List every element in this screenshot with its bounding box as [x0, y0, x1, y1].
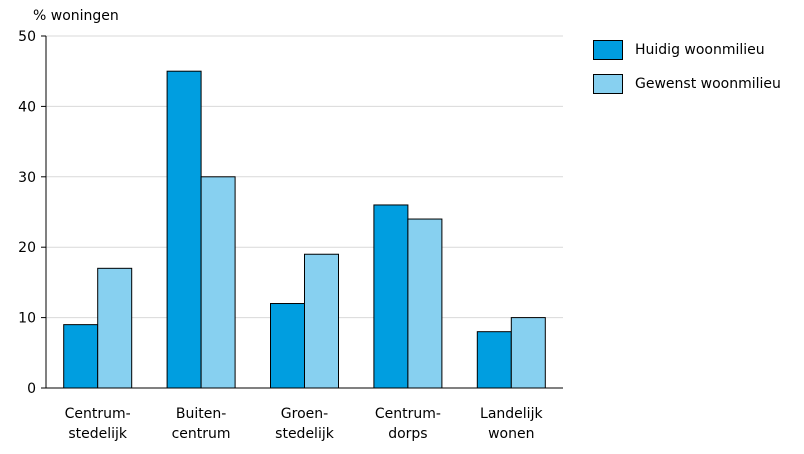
bar-gewenst — [200, 176, 236, 389]
legend-label-gewenst: Gewenst woonmilieu — [635, 76, 781, 92]
x-tick-label: stedelijk — [68, 426, 128, 442]
bar-huidig — [63, 324, 99, 389]
legend-swatch-gewenst — [593, 74, 623, 94]
bar-huidig — [373, 204, 409, 389]
axes — [45, 36, 563, 389]
x-tick-label: Centrum- — [65, 406, 131, 422]
x-tick-label: Groen- — [281, 406, 328, 422]
y-tick-label: 30 — [18, 170, 36, 186]
x-tick-label: wonen — [488, 426, 534, 442]
y-tick-label: 10 — [18, 311, 36, 327]
x-tick-label: Landelijk — [480, 406, 543, 422]
bar-gewenst — [304, 253, 339, 389]
y-tick-label: 50 — [18, 29, 36, 45]
x-axis-labels: Centrum-stedelijk Buiten-centrum Groen-ste… — [65, 406, 544, 442]
y-tick-label: 0 — [27, 381, 36, 397]
legend-swatch-huidig — [593, 40, 623, 60]
legend: Huidig woonmilieu Gewenst woonmilieu — [593, 36, 781, 104]
y-axis-ticks: 0 10 20 30 40 50 — [18, 29, 46, 397]
bars — [63, 70, 546, 389]
bar-gewenst — [407, 218, 443, 389]
x-tick-label: dorps — [388, 426, 427, 442]
x-tick-label: stedelijk — [275, 426, 335, 442]
y-axis-label: % woningen — [33, 8, 119, 24]
x-tick-label: Centrum- — [375, 406, 441, 422]
legend-item-gewenst: Gewenst woonmilieu — [593, 70, 781, 98]
x-tick-label: centrum — [172, 426, 231, 442]
y-tick-label: 20 — [18, 240, 36, 256]
bar-gewenst — [97, 267, 133, 389]
legend-item-huidig: Huidig woonmilieu — [593, 36, 781, 64]
bar-gewenst — [510, 317, 546, 389]
y-tick-label: 40 — [18, 99, 36, 115]
bar-huidig — [476, 331, 512, 389]
bar-huidig — [270, 303, 305, 389]
legend-label-huidig: Huidig woonmilieu — [635, 42, 765, 58]
bar-huidig — [166, 70, 202, 389]
x-tick-label: Buiten- — [176, 406, 226, 422]
